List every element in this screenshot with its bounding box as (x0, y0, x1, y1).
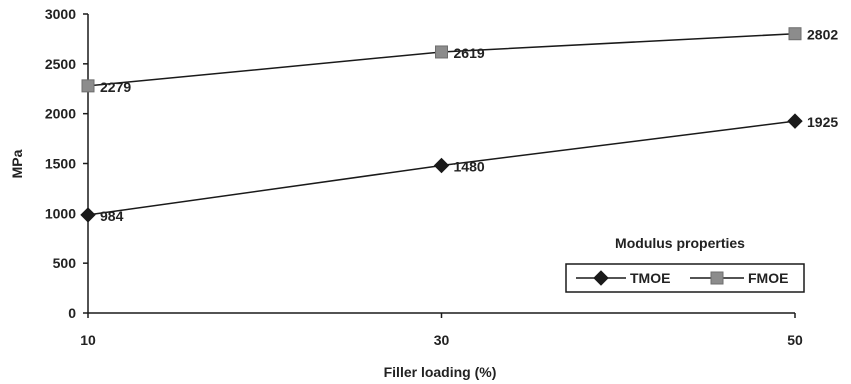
data-point-tmoe (787, 113, 803, 129)
legend-title: Modulus properties (615, 235, 745, 251)
legend-item-tmoe: TMOE (576, 270, 670, 286)
data-point-fmoe (788, 27, 802, 41)
x-axis-title: Filler loading (%) (384, 364, 497, 380)
y-tick-label: 2500 (45, 56, 76, 72)
data-point-fmoe (81, 79, 95, 93)
data-label-fmoe: 2279 (100, 79, 131, 95)
axes-group: 0 500 1000 1500 2000 2500 3000 10 30 50 (45, 6, 803, 348)
legend-items: TMOE FMOE (576, 270, 788, 286)
data-point-fmoe (435, 45, 448, 59)
series-line-fmoe (87, 32, 796, 87)
data-label-fmoe: 2619 (454, 45, 485, 61)
data-label-tmoe: 1925 (807, 114, 838, 130)
legend-item-fmoe: FMOE (690, 270, 788, 286)
data-point-tmoe (433, 157, 450, 174)
data-label-tmoe: 1480 (454, 158, 485, 174)
y-tick-label: 1500 (45, 156, 76, 172)
y-tick-label: 1000 (45, 205, 76, 221)
y-axis-title: MPa (9, 149, 25, 178)
legend-marker (710, 271, 724, 285)
data-label-fmoe: 2802 (807, 27, 838, 43)
y-tick-label: 3000 (45, 6, 76, 22)
legend-label: TMOE (630, 270, 670, 286)
data-point-tmoe (80, 207, 96, 223)
y-tick-label: 0 (68, 305, 76, 321)
x-tick-label: 10 (80, 332, 96, 348)
series-markers (80, 27, 803, 223)
x-tick-label: 30 (434, 332, 450, 348)
y-tick-label: 500 (53, 255, 77, 271)
legend-marker (593, 270, 609, 286)
legend: Modulus properties TMOE FMOE (565, 235, 805, 293)
series-lines (87, 32, 796, 216)
legend-label: FMOE (748, 270, 788, 286)
x-tick-label: 50 (787, 332, 803, 348)
y-tick-label: 2000 (45, 106, 76, 122)
data-labels: 984 1480 1925 2279 2619 2802 (100, 27, 838, 224)
data-label-tmoe: 984 (100, 208, 124, 224)
